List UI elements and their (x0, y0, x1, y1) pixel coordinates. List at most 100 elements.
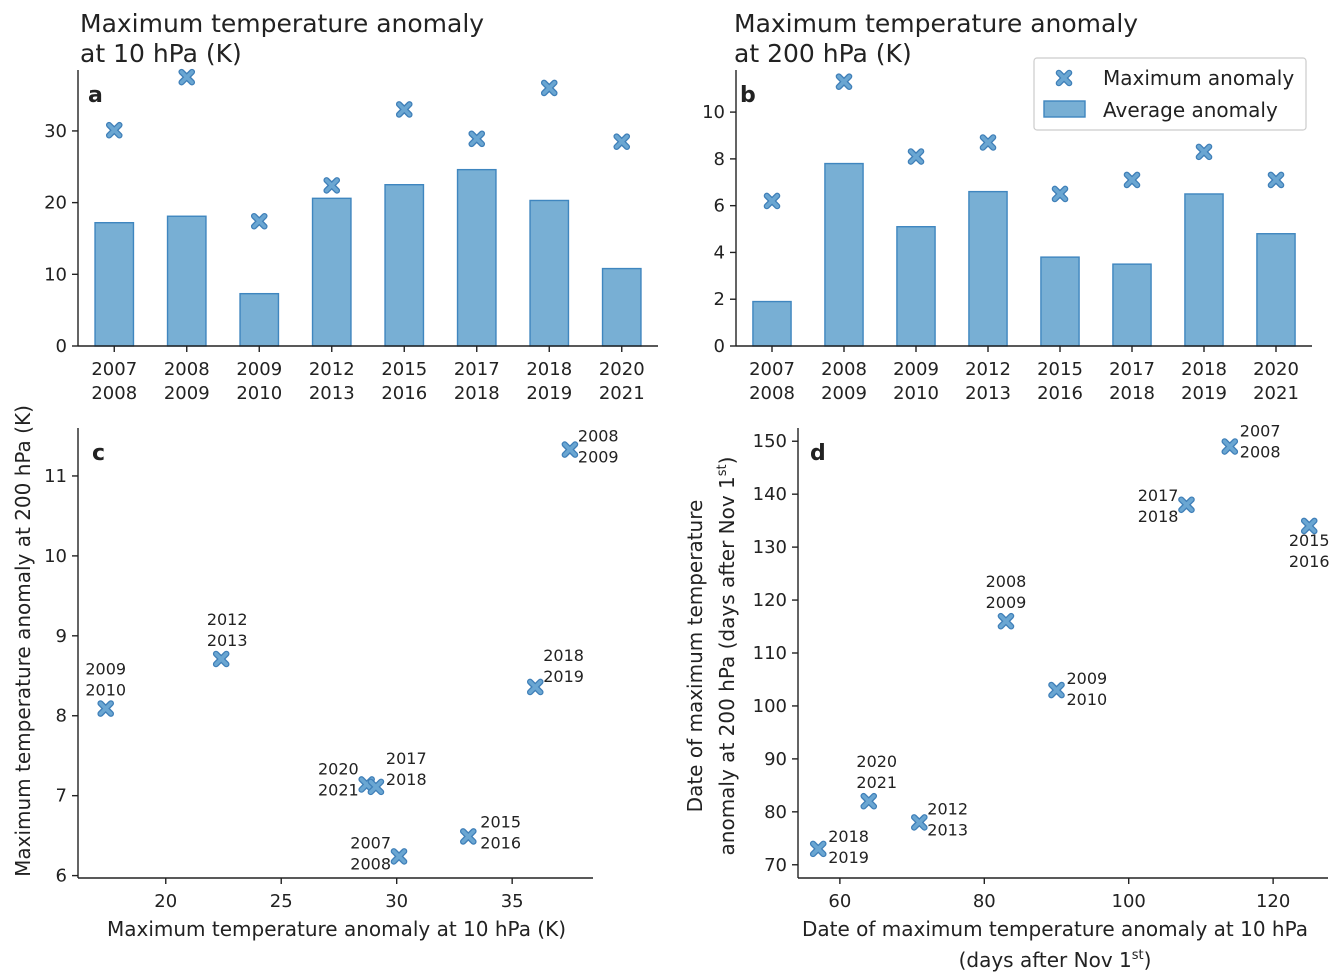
marker-b-6 (1195, 143, 1213, 161)
panel-label-b: b (740, 83, 756, 108)
panel-title-a-line2: at 10 hPa (K) (80, 39, 242, 68)
bar-b-0 (752, 300, 792, 347)
ytick-label-c-4: 10 (44, 546, 67, 567)
xtick-label-b-3: 2012 2013 (965, 359, 1011, 404)
point-label-d-2: 2012 2013 (927, 799, 968, 839)
legend-bar-icon (1043, 100, 1086, 118)
ytick-label-b-4: 8 (714, 149, 725, 170)
point-label-c-3: 2018 2019 (543, 646, 584, 686)
panel-title-b-line2: at 200 hPa (K) (734, 39, 912, 68)
point-d-3 (997, 612, 1015, 630)
legend-frame (1033, 57, 1307, 131)
ytick-label-d-0: 70 (764, 855, 787, 876)
point-label-c-5: 2017 2018 (386, 749, 427, 789)
xtick-label-b-1: 2008 2009 (821, 359, 867, 404)
y-axis-label-d-line1: Date of maximum temperature (683, 500, 707, 813)
xtick-label-a-0: 2007 2008 (91, 359, 137, 404)
ytick-label-c-0: 6 (56, 866, 67, 887)
marker-b-0 (763, 192, 781, 210)
ytick-label-d-1: 80 (764, 802, 787, 823)
legend-marker-icon (1055, 69, 1073, 87)
y-axis-label-d-line2: anomaly at 200 hPa (days after Nov 1st) (715, 457, 739, 856)
point-c-7 (459, 828, 477, 845)
ytick-label-b-3: 6 (714, 196, 725, 217)
ytick-label-b-0: 0 (714, 336, 725, 357)
marker-a-4 (395, 101, 413, 118)
ytick-label-a-0: 0 (56, 336, 67, 357)
legend: Maximum anomaly Average anomaly (1033, 57, 1307, 131)
bar-b-6 (1184, 193, 1224, 347)
bar-b-2 (896, 226, 936, 347)
marker-b-3 (979, 134, 997, 151)
xtick-label-a-2: 2009 2010 (236, 359, 282, 404)
ytick-label-a-1: 10 (44, 264, 67, 285)
point-label-d-7: 2015 2016 (1289, 531, 1330, 571)
marker-b-7 (1267, 171, 1285, 189)
bar-b-5 (1112, 263, 1152, 347)
point-c-2 (561, 441, 579, 458)
ytick-label-d-4: 110 (753, 643, 787, 664)
point-label-d-5: 2017 2018 (1138, 486, 1179, 526)
x-axis-label-d-line1: Date of maximum temperature anomaly at 1… (802, 917, 1308, 941)
bar-a-5 (456, 168, 497, 347)
xtick-label-b-4: 2015 2016 (1037, 359, 1083, 404)
xtick-label-b-0: 2007 2008 (749, 359, 795, 404)
ytick-label-d-7: 140 (753, 484, 787, 505)
bar-b-7 (1256, 233, 1296, 347)
xtick-label-a-4: 2015 2016 (381, 359, 427, 404)
xtick-label-c-3: 35 (501, 891, 524, 912)
legend-label-maximum: Maximum anomaly (1103, 66, 1294, 90)
ytick-label-c-2: 8 (56, 706, 67, 727)
marker-b-5 (1123, 171, 1141, 189)
marker-a-6 (540, 79, 558, 97)
ytick-label-b-5: 10 (702, 102, 725, 123)
point-label-c-6: 2007 2008 (350, 833, 391, 873)
panel-label-d: d (810, 441, 826, 466)
ytick-label-b-1: 2 (714, 289, 725, 310)
ytick-label-d-8: 150 (753, 431, 787, 452)
ytick-label-d-5: 120 (753, 590, 787, 611)
xtick-label-b-2: 2009 2010 (893, 359, 939, 404)
ytick-label-c-1: 7 (56, 786, 67, 807)
marker-a-3 (323, 177, 341, 194)
point-d-6 (1221, 438, 1239, 455)
panel-c: 20 25 30 35 6 7 8 9 10 11 2009 2010 2012 2013 2008 2009… (11, 405, 619, 941)
xtick-label-d-3: 120 (1256, 891, 1290, 912)
ytick-label-d-2: 90 (764, 749, 787, 770)
panel-d: 60 80 100 120 70 80 90 100 110 120 130 140 150 2018 20… (683, 422, 1330, 972)
ytick-label-d-6: 130 (753, 537, 787, 558)
xtick-label-b-7: 2020 2021 (1253, 359, 1299, 404)
point-label-c-1: 2012 2013 (207, 610, 248, 650)
bar-b-1 (824, 162, 864, 347)
xtick-label-d-2: 100 (1112, 891, 1146, 912)
ytick-label-a-2: 20 (44, 193, 67, 214)
marker-a-0 (105, 121, 123, 139)
marker-a-7 (613, 133, 631, 150)
point-c-1 (212, 650, 230, 668)
point-d-0 (809, 840, 827, 858)
point-d-7 (1300, 517, 1318, 535)
marker-b-1 (835, 73, 853, 90)
xtick-label-a-5: 2017 2018 (454, 359, 500, 404)
marker-a-2 (250, 212, 268, 230)
point-label-d-1: 2020 2021 (856, 752, 897, 792)
bar-a-3 (311, 197, 352, 347)
point-d-4 (1048, 681, 1065, 699)
xtick-label-a-6: 2018 2019 (526, 359, 572, 404)
xtick-label-b-5: 2017 2018 (1109, 359, 1155, 404)
xtick-label-b-6: 2018 2019 (1181, 359, 1227, 404)
point-label-d-3: 2008 2009 (986, 572, 1027, 612)
point-label-c-7: 2015 2016 (480, 812, 521, 852)
marker-a-5 (468, 130, 486, 148)
bar-a-7 (601, 267, 642, 347)
panel-label-a: a (88, 83, 103, 108)
x-axis-label-c: Maximum temperature anomaly at 10 hPa (K… (107, 917, 566, 941)
point-d-2 (911, 814, 928, 831)
panel-title-b: Maximum temperature anomaly (734, 9, 1138, 38)
xtick-label-a-7: 2020 2021 (599, 359, 645, 404)
panel-title-a: Maximum temperature anomaly (80, 9, 484, 38)
point-label-d-6: 2007 2008 (1240, 422, 1281, 462)
